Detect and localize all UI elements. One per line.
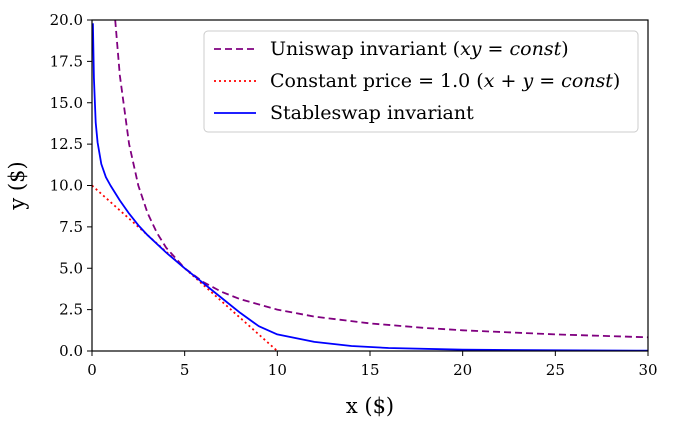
x-tick-label: 5 [180,361,190,379]
plot-lines [92,20,648,351]
legend-label: Constant price = 1.0 (x + y = const) [270,70,620,92]
y-tick-label: 2.5 [59,301,83,319]
y-tick-label: 12.5 [50,135,83,153]
series-line-1 [92,184,278,351]
y-tick-label: 20.0 [50,11,83,29]
x-tick-label: 30 [638,361,657,379]
y-axis-label: y ($) [5,161,29,210]
x-axis-label: x ($) [346,394,394,418]
x-axis-ticks: 0 5 10 15 20 25 30 [87,351,658,379]
x-tick-label: 10 [268,361,287,379]
x-tick-label: 15 [360,361,379,379]
y-tick-label: 5.0 [59,259,83,277]
y-tick-label: 7.5 [59,218,83,236]
y-tick-label: 17.5 [50,52,83,70]
legend-box [203,30,639,133]
y-axis-ticks: 0.0 2.5 5.0 7.5 10.0 12.5 15.0 17.5 20.0 [50,11,92,360]
legend: Uniswap invariant (xy = const) Constant p… [203,30,639,133]
y-tick-label: 0.0 [59,342,83,360]
series-line-2 [92,23,648,351]
y-tick-label: 10.0 [50,177,83,195]
series-line-0 [114,20,648,339]
x-tick-label: 0 [87,361,97,379]
y-tick-label: 15.0 [50,94,83,112]
x-tick-label: 20 [453,361,472,379]
legend-label: Stableswap invariant [270,102,474,124]
legend-label: Uniswap invariant (xy = const) [270,38,569,60]
x-tick-label: 25 [546,361,565,379]
